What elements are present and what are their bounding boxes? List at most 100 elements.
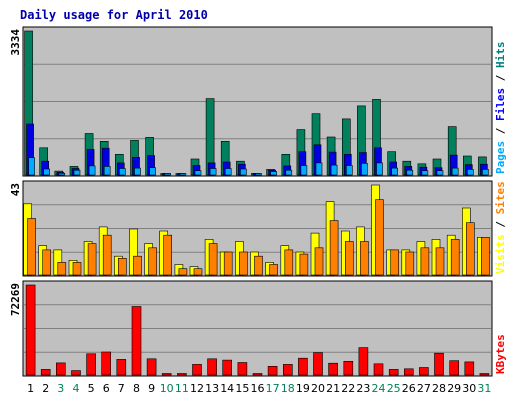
bar-pages-day-9	[149, 167, 156, 176]
x-tick-label-day-23: 23	[356, 382, 370, 395]
panel-max-label: 72269	[9, 283, 22, 316]
bar-kbytes-day-27	[419, 367, 429, 376]
legend-separator: /	[494, 68, 507, 88]
bar-pages-day-6	[103, 166, 111, 176]
legend-item: Hits	[494, 42, 507, 69]
x-tick-label-day-17: 17	[266, 382, 280, 395]
bar-sites-day-25	[390, 249, 400, 276]
bar-sites-day-12	[193, 268, 203, 276]
chart-panels: 3334 Pages / Files / Hits 43 Visits / Sites…	[9, 26, 507, 377]
bar-pages-day-27	[421, 170, 429, 176]
bar-kbytes-day-14	[222, 359, 232, 376]
panel-visits-sites: 43 Visits / Sites	[9, 180, 507, 277]
bar-sites-day-20	[314, 247, 324, 276]
bar-sites-day-28	[435, 247, 445, 276]
x-tick-label-day-31: 31	[477, 382, 491, 395]
bar-sites-day-16	[254, 255, 263, 276]
bar-kbytes-day-8	[131, 306, 142, 376]
bar-pages-day-24	[376, 162, 383, 176]
x-tick-label-day-13: 13	[205, 382, 219, 395]
x-tick-label-day-10: 10	[160, 382, 174, 395]
legend-item: Sites	[494, 181, 507, 214]
legend-item: Pages	[494, 141, 507, 174]
bar-pages-day-7	[119, 168, 126, 176]
bar-kbytes-day-7	[116, 359, 127, 376]
legend-item: Files	[494, 88, 507, 121]
x-tick-label-day-1: 1	[27, 382, 34, 395]
bar-pages-day-26	[406, 169, 414, 176]
bar-sites-day-2	[42, 249, 52, 276]
bar-kbytes-day-3	[55, 362, 66, 376]
x-tick-label-day-15: 15	[235, 382, 249, 395]
bar-sites-day-22	[344, 241, 354, 276]
bar-pages-day-30	[466, 169, 474, 176]
legend-item: Visits	[494, 234, 507, 274]
bar-sites-day-15	[239, 251, 248, 276]
bar-kbytes-day-24	[373, 363, 384, 376]
x-tick-label-day-6: 6	[103, 382, 110, 395]
panel-legend: KBytes	[494, 334, 507, 374]
bar-kbytes-day-19	[298, 357, 308, 376]
bar-pages-day-23	[361, 163, 368, 176]
x-tick-label-day-21: 21	[326, 382, 340, 395]
bar-pages-day-18	[285, 169, 293, 176]
bar-kbytes-day-5	[86, 353, 96, 376]
bar-kbytes-day-23	[358, 347, 369, 376]
x-tick-label-day-20: 20	[311, 382, 325, 395]
bar-sites-day-19	[299, 253, 309, 276]
bar-pages-day-4	[73, 169, 81, 176]
bar-sites-day-8	[133, 255, 142, 276]
series-kbytes	[25, 284, 490, 376]
bar-pages-day-16	[255, 173, 262, 176]
series-sites	[27, 199, 490, 276]
bar-kbytes-day-2	[40, 369, 51, 376]
x-tick-label-day-2: 2	[42, 382, 49, 395]
x-tick-label-day-4: 4	[73, 382, 80, 395]
bar-sites-day-31	[481, 237, 490, 276]
bar-sites-day-7	[118, 257, 127, 276]
bar-pages-day-19	[300, 165, 308, 176]
bar-sites-day-23	[360, 241, 369, 276]
bar-kbytes-day-6	[101, 351, 111, 376]
panel-max-label: 3334	[9, 29, 22, 56]
x-tick-label-day-19: 19	[296, 382, 310, 395]
bar-kbytes-day-28	[434, 352, 444, 376]
x-tick-label-day-9: 9	[148, 382, 155, 395]
bar-pages-day-20	[315, 162, 323, 176]
bar-pages-day-29	[451, 167, 459, 176]
bar-kbytes-day-17	[267, 365, 278, 376]
bar-pages-day-28	[436, 170, 444, 176]
bar-kbytes-day-25	[388, 369, 399, 376]
bar-sites-day-11	[178, 268, 188, 276]
bar-pages-day-11	[179, 173, 187, 176]
bar-kbytes-day-20	[313, 352, 323, 376]
bar-pages-day-3	[58, 173, 66, 176]
x-tick-label-day-8: 8	[133, 382, 140, 395]
bar-pages-day-1	[28, 157, 35, 176]
bar-sites-day-21	[329, 220, 339, 276]
bar-pages-day-5	[88, 165, 96, 176]
bar-sites-day-3	[57, 262, 67, 276]
bar-kbytes-day-26	[403, 368, 414, 376]
bar-sites-day-1	[27, 218, 36, 276]
x-tick-label-day-12: 12	[190, 382, 204, 395]
legend-separator: /	[494, 214, 507, 234]
x-tick-label-day-7: 7	[118, 382, 125, 395]
bar-pages-day-22	[345, 165, 353, 176]
bar-pages-day-14	[224, 168, 232, 176]
bar-pages-day-31	[482, 169, 489, 176]
bar-sites-day-27	[420, 247, 430, 276]
x-tick-label-day-14: 14	[220, 382, 234, 395]
bar-kbytes-day-30	[464, 361, 475, 376]
legend-item: KBytes	[494, 334, 507, 374]
bar-sites-day-6	[102, 234, 112, 276]
bar-pages-day-2	[43, 168, 51, 176]
bar-pages-day-15	[240, 168, 247, 176]
bar-sites-day-5	[87, 243, 97, 276]
bar-sites-day-17	[269, 264, 278, 276]
bar-sites-day-10	[163, 234, 172, 276]
panel-legend: Pages / Files / Hits	[494, 42, 507, 175]
bar-sites-day-4	[72, 262, 82, 276]
bar-kbytes-day-18	[282, 364, 293, 376]
bar-sites-day-9	[148, 247, 157, 276]
